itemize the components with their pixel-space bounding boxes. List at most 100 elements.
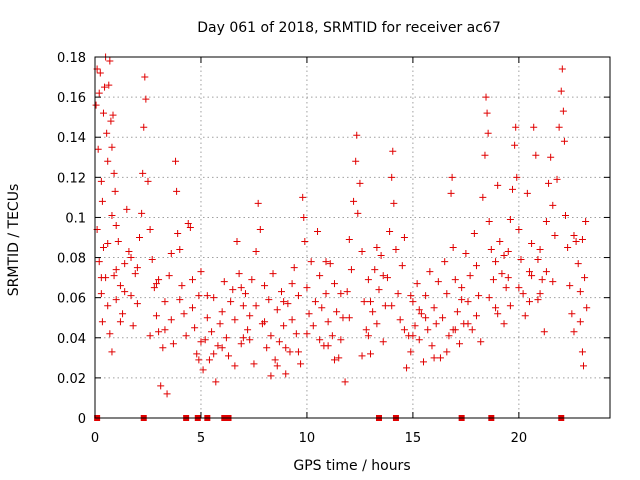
data-point: [578, 236, 586, 244]
data-point: [470, 229, 478, 237]
data-point: [373, 320, 381, 328]
data-point: [369, 308, 377, 316]
data-point: [110, 272, 118, 280]
data-point: [98, 197, 106, 205]
data-point: [532, 151, 540, 159]
data-point: [99, 109, 107, 117]
data-point: [394, 290, 402, 298]
data-point: [195, 356, 203, 364]
data-point: [484, 129, 492, 137]
data-point: [282, 370, 290, 378]
data-point: [568, 310, 576, 318]
data-point: [373, 244, 381, 252]
data-point: [407, 292, 415, 300]
data-point: [517, 256, 525, 264]
data-point: [572, 238, 580, 246]
data-point: [580, 362, 588, 370]
data-point: [389, 147, 397, 155]
data-point: [559, 107, 567, 115]
data-point: [288, 316, 296, 324]
data-point: [430, 304, 438, 312]
data-point: [121, 288, 129, 296]
data-point: [422, 292, 430, 300]
data-point: [109, 111, 117, 119]
data-point: [519, 290, 527, 298]
data-point: [398, 262, 406, 270]
data-point: [163, 390, 171, 398]
data-point: [576, 318, 584, 326]
data-point: [468, 326, 476, 334]
data-point: [485, 294, 493, 302]
data-point: [555, 123, 563, 131]
data-point: [201, 336, 209, 344]
data-point: [241, 290, 249, 298]
data-point: [244, 326, 252, 334]
data-point: [458, 296, 466, 304]
data-point: [307, 258, 315, 266]
data-point: [392, 246, 400, 254]
data-point: [449, 244, 457, 252]
data-point: [506, 215, 514, 223]
data-point: [371, 266, 379, 274]
data-point: [139, 169, 147, 177]
data-point: [540, 328, 548, 336]
data-point: [352, 157, 360, 165]
data-point: [301, 238, 309, 246]
data-point: [104, 157, 112, 165]
data-point: [203, 292, 211, 300]
data-point: [464, 298, 472, 306]
data-point: [343, 288, 351, 296]
data-point: [364, 276, 372, 284]
data-point: [558, 65, 566, 73]
data-point: [116, 282, 124, 290]
data-point: [358, 352, 366, 360]
y-tick-label: 0.08: [57, 252, 86, 267]
data-point: [105, 81, 113, 89]
x-tick-label: 5: [197, 431, 205, 446]
data-point: [237, 340, 245, 348]
data-point: [112, 221, 120, 229]
y-tick-label: 0.18: [57, 51, 86, 66]
data-point: [155, 276, 163, 284]
data-point: [294, 292, 302, 300]
data-point: [443, 290, 451, 298]
data-point: [538, 276, 546, 284]
data-point: [98, 318, 106, 326]
data-point: [504, 274, 512, 282]
data-point: [210, 294, 218, 302]
data-point: [494, 181, 502, 189]
data-point: [364, 332, 372, 340]
data-point: [186, 223, 194, 231]
data-point: [261, 282, 269, 290]
data-point: [396, 316, 404, 324]
data-point: [521, 312, 529, 320]
data-point: [316, 272, 324, 280]
data-point: [415, 336, 423, 344]
data-point: [112, 296, 120, 304]
data-point: [159, 344, 167, 352]
data-point: [263, 344, 271, 352]
data-point: [383, 274, 391, 282]
data-point: [106, 57, 114, 65]
data-point: [451, 276, 459, 284]
data-point: [188, 276, 196, 284]
data-point: [542, 217, 550, 225]
data-point: [184, 219, 192, 227]
data-point: [97, 177, 105, 185]
data-point: [129, 322, 137, 330]
data-point: [112, 266, 120, 274]
data-point: [97, 290, 105, 298]
data-point: [362, 326, 370, 334]
data-point: [525, 268, 533, 276]
data-point: [237, 284, 245, 292]
data-point: [439, 314, 447, 322]
y-tick-label: 0.04: [57, 332, 86, 347]
data-point: [583, 304, 591, 312]
data-point: [485, 217, 493, 225]
y-tick-label: 0.1: [65, 211, 86, 226]
data-point: [381, 302, 389, 310]
data-point: [358, 248, 366, 256]
data-point: [360, 298, 368, 306]
data-point: [482, 93, 490, 101]
